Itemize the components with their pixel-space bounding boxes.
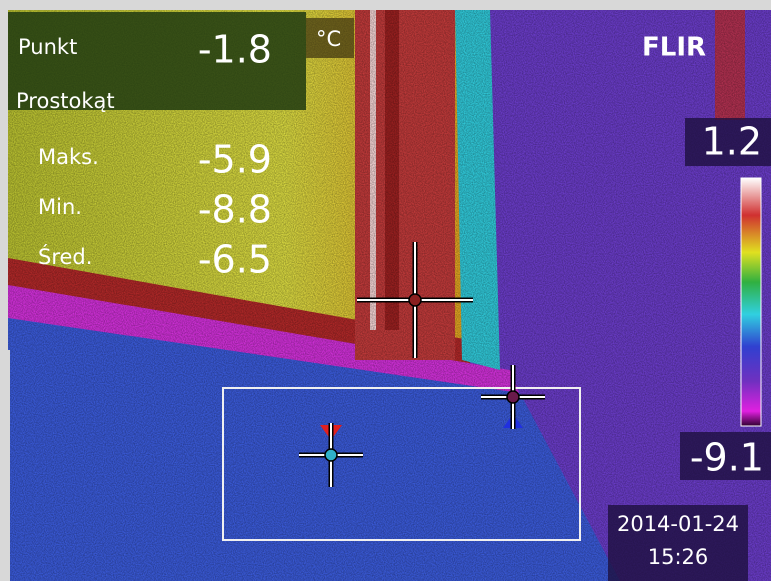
row-label: Min. — [38, 195, 82, 219]
row-value: -6.5 — [198, 238, 272, 282]
row-value: -8.8 — [198, 188, 272, 232]
min-panel — [680, 432, 771, 480]
scale-max: 1.2 — [702, 120, 762, 164]
readout-panel — [8, 12, 306, 110]
readout-rows: Maks. -5.9 Min. -8.8 Śred. -6.5 — [38, 138, 272, 282]
unit: °C — [316, 27, 341, 51]
box-label: Prostokąt — [16, 89, 115, 113]
point-value: -1.8 — [198, 28, 272, 72]
measure-box — [222, 387, 581, 541]
point-label: Punkt — [18, 35, 77, 59]
color-scale — [740, 177, 762, 427]
crosshairs — [299, 242, 545, 487]
crosshair-center — [324, 448, 338, 462]
max-panel — [685, 118, 771, 166]
row-value: -5.9 — [198, 138, 272, 182]
row-label: Śred. — [38, 244, 92, 269]
scale-min: -9.1 — [690, 436, 764, 480]
frame-edge — [0, 350, 10, 581]
brand: FLIR — [642, 33, 706, 63]
time: 15:26 — [648, 545, 709, 569]
row-label: Maks. — [38, 145, 99, 169]
date: 2014-01-24 — [617, 512, 739, 536]
thermal-image — [0, 10, 771, 581]
crosshair-center — [506, 390, 520, 404]
crosshair-center — [408, 293, 422, 307]
time-panel — [608, 505, 748, 581]
unit-panel — [306, 18, 354, 58]
